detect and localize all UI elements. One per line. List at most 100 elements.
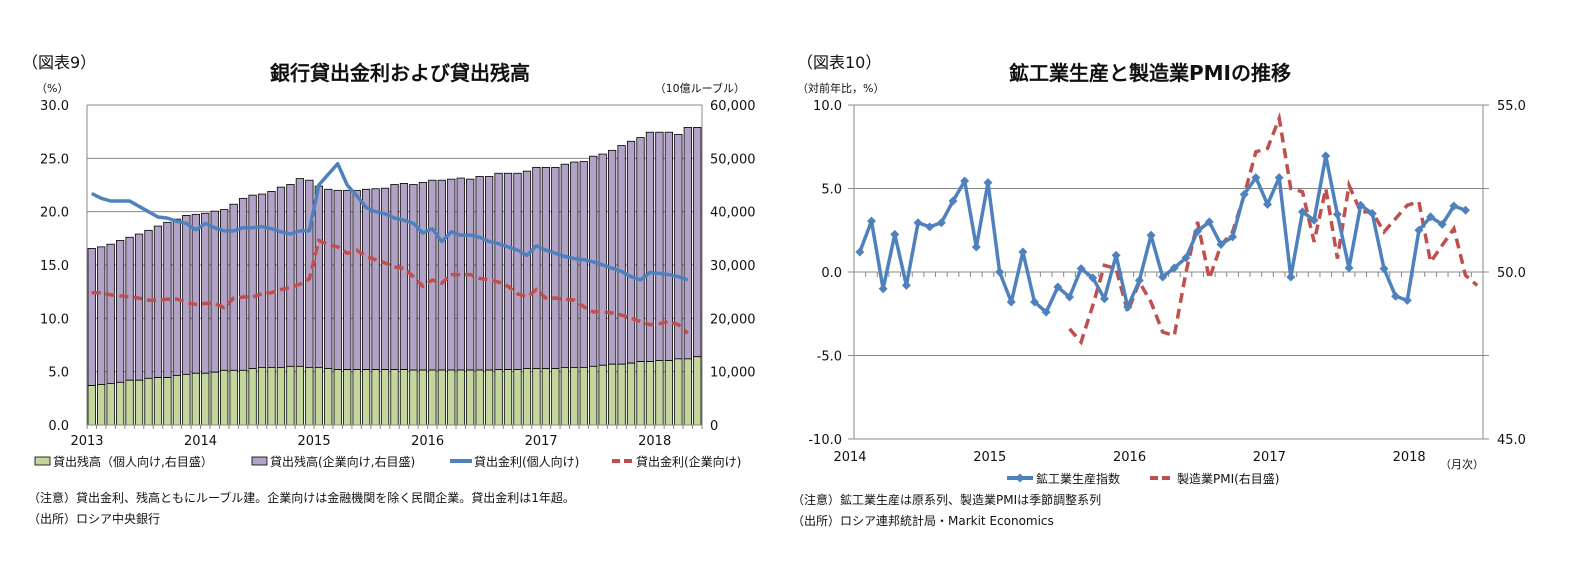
source: （出所）ロシア中央銀行 — [28, 511, 160, 526]
note: （注意）鉱工業生産は原系列、製造業PMIは季節調整系列 — [792, 492, 1101, 507]
marker-industrial-production — [855, 247, 865, 257]
marker-industrial-production — [995, 267, 1005, 277]
y-tick-label-right: 40,000 — [710, 206, 756, 221]
marker-industrial-production — [1426, 212, 1436, 222]
bar-corporate-balance — [475, 176, 484, 371]
bar-corporate-balance — [655, 131, 664, 361]
legend-marker — [1015, 473, 1025, 483]
bar-corporate-balance — [693, 127, 702, 358]
legend-label: 貸出残高（個人向け,右目盛） — [53, 454, 213, 469]
legend-label: 貸出金利(企業向け) — [636, 454, 741, 469]
bar-individual-balance — [286, 365, 295, 426]
bar-individual-balance — [399, 369, 409, 426]
bar-individual-balance — [513, 369, 522, 426]
bar-corporate-balance — [314, 185, 323, 368]
bar-corporate-balance — [399, 182, 409, 370]
bar-individual-balance — [115, 381, 125, 426]
bar-individual-balance — [324, 368, 333, 426]
marker-industrial-production — [1251, 173, 1261, 183]
marker-industrial-production — [1088, 273, 1098, 283]
bar-corporate-balance — [115, 240, 125, 383]
bar-individual-balance — [314, 366, 323, 426]
marker-industrial-production — [1064, 292, 1074, 302]
bar-corporate-balance — [134, 233, 144, 381]
y-tick-label-right: 50,000 — [710, 152, 756, 167]
bar-individual-balance — [182, 373, 191, 426]
x-axis-unit: （月次） — [1440, 457, 1484, 471]
bar-individual-balance — [532, 368, 541, 426]
legend-label: 貸出金利(個人向け) — [474, 454, 579, 469]
marker-industrial-production — [948, 196, 958, 206]
marker-industrial-production — [1193, 226, 1203, 236]
bar-corporate-balance — [182, 214, 191, 375]
y-tick-label-left: 10.0 — [813, 99, 842, 114]
line-individual-rate — [90, 161, 689, 282]
bar-individual-balance — [570, 366, 579, 426]
y-tick-label-right: 0 — [710, 419, 718, 434]
right-axis-unit: （10億ルーブル） — [655, 81, 745, 95]
bar-corporate-balance — [201, 212, 210, 374]
y-tick-label-left: 10.0 — [40, 312, 69, 327]
marker-industrial-production — [1321, 151, 1331, 161]
bar-individual-balance — [238, 369, 248, 426]
chart-10: （図表10） 鉱工業生産と製造業PMIの推移 （対前年比，%） （月次） -10… — [792, 53, 1526, 528]
marker-industrial-production — [1391, 291, 1401, 301]
legend-label: 製造業PMI(右目盛) — [1177, 471, 1280, 486]
bar-individual-balance — [380, 369, 390, 426]
bar-individual-balance — [560, 366, 569, 426]
left-axis-unit: （対前年比，%） — [797, 81, 884, 95]
marker-industrial-production — [913, 218, 923, 228]
marker-industrial-production — [1414, 225, 1424, 235]
bar-corporate-balance — [257, 193, 267, 368]
bar-corporate-balance — [494, 172, 503, 370]
bar-individual-balance — [210, 371, 219, 426]
marker-industrial-production — [1006, 297, 1016, 307]
bar-corporate-balance — [106, 243, 115, 384]
y-tick-label-right: 50.0 — [1497, 266, 1526, 281]
marker-industrial-production — [1461, 205, 1471, 215]
bar-individual-balance — [352, 369, 361, 426]
bar-corporate-balance — [560, 163, 569, 368]
marker-industrial-production — [925, 222, 935, 232]
bar-individual-balance — [257, 366, 267, 426]
bar-individual-balance — [229, 369, 238, 426]
marker-industrial-production — [901, 280, 911, 290]
bar-corporate-balance — [276, 186, 286, 368]
bar-corporate-balance — [210, 210, 219, 373]
legend-swatch — [251, 456, 268, 466]
bar-corporate-balance — [220, 209, 229, 371]
chart-9: （図表9） 銀行貸出金利および貸出残高 （%） （10億ルーブル） 0.0 5.0… — [22, 53, 756, 526]
bar-individual-balance — [106, 382, 115, 426]
chart-title: 銀行貸出金利および貸出残高 — [270, 61, 530, 85]
legend-label: 貸出残高(企業向け,右目盛) — [270, 454, 415, 469]
bar-individual-balance — [144, 377, 153, 426]
bar-individual-balance — [683, 358, 692, 426]
marker-industrial-production — [1053, 282, 1063, 292]
bar-corporate-balance — [352, 189, 361, 370]
marker-industrial-production — [1018, 247, 1028, 257]
marker-industrial-production — [1158, 272, 1168, 282]
marker-industrial-production — [1344, 263, 1354, 273]
bar-corporate-balance — [513, 172, 522, 370]
bar-individual-balance — [693, 356, 702, 426]
bar-corporate-balance — [144, 229, 153, 379]
bar-corporate-balance — [248, 194, 257, 369]
bar-corporate-balance — [324, 188, 333, 369]
bar-individual-balance — [598, 364, 607, 426]
bar-corporate-balance — [97, 246, 106, 385]
bar-corporate-balance — [87, 248, 96, 386]
marker-industrial-production — [971, 242, 981, 252]
bar-corporate-balance — [343, 189, 352, 370]
marker-industrial-production — [1379, 264, 1389, 274]
bar-individual-balance — [87, 385, 96, 426]
y-tick-label-left: 5.0 — [821, 183, 842, 198]
bar-individual-balance — [134, 379, 144, 426]
bar-individual-balance — [626, 362, 636, 426]
bar-corporate-balance — [437, 179, 446, 371]
bar-corporate-balance — [532, 166, 541, 369]
bar-individual-balance — [220, 369, 229, 426]
marker-industrial-production — [1181, 253, 1191, 263]
bar-individual-balance — [664, 360, 674, 426]
bar-individual-balance — [522, 368, 532, 426]
